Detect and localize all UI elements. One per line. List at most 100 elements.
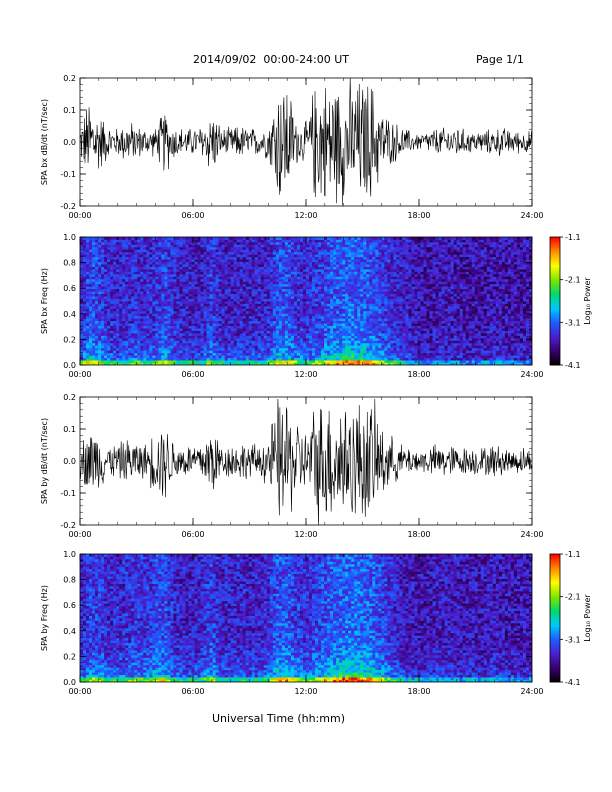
spectrogram-cell (239, 357, 244, 361)
spectrogram-cell (278, 269, 283, 272)
spectrogram-cell (245, 239, 250, 243)
spectrogram-cell (272, 357, 277, 361)
spectrogram-cell (83, 298, 87, 302)
spectrogram-cell (257, 310, 262, 314)
spectrogram-cell (318, 288, 322, 292)
spectrogram-cell (164, 286, 168, 290)
spectrogram-cell (218, 269, 223, 272)
spectrogram-cell (321, 328, 325, 331)
spectrogram-cell (137, 313, 141, 317)
spectrogram-cell (299, 350, 304, 354)
spectrogram-cell (146, 237, 150, 240)
spectrogram-cell (185, 333, 189, 336)
spectrogram-cell (206, 310, 210, 314)
spectrogram-cell (191, 350, 195, 354)
spectrogram-cell (119, 345, 123, 349)
spectrogram-cell (333, 249, 337, 253)
spectrogram-cell (80, 251, 84, 255)
spectrogram-cell (191, 259, 195, 263)
spectrogram-cell (125, 296, 129, 299)
spectrogram-cell (215, 291, 220, 295)
spectrogram-cell (80, 360, 84, 363)
spectrogram-cell (315, 328, 319, 331)
spectrogram-cell (176, 264, 180, 267)
spectrogram-cell (351, 286, 355, 290)
spectrogram-cell (269, 325, 274, 329)
spectrogram-cell (125, 256, 129, 260)
spectrogram-cell (275, 241, 280, 245)
spectrogram-cell (158, 244, 162, 248)
spectrogram-cell (260, 323, 265, 327)
spectrogram-cell (116, 352, 120, 356)
spectrogram-cell (233, 328, 238, 331)
spectrogram-cell (83, 273, 87, 277)
spectrogram-cell (302, 251, 307, 255)
spectrogram-cell (128, 333, 132, 336)
spectrogram-cell (143, 273, 147, 277)
spectrogram-cell (315, 313, 319, 317)
spectrogram-cell (101, 276, 105, 280)
spectrogram-cell (173, 330, 177, 334)
spectrogram-cell (146, 357, 150, 361)
spectrogram-cell (155, 333, 159, 336)
spectrogram-cell (215, 246, 220, 250)
panel-1: -0.2-0.10.00.10.200:00 06:00 12:00 18:00 24:… (40, 74, 544, 220)
spectrogram-cell (342, 256, 346, 260)
spectrogram-cell (263, 328, 268, 331)
spectrogram-cell (194, 305, 198, 309)
spectrogram-cell (125, 315, 129, 319)
spectrogram-cell (275, 303, 280, 307)
spectrogram-cell (269, 281, 274, 285)
spectrogram-cell (321, 301, 325, 304)
spectrogram-cell (146, 271, 150, 275)
spectrogram-cell (318, 350, 322, 354)
spectrogram-cell (206, 266, 210, 270)
spectrogram-cell (233, 271, 238, 275)
spectrogram-cell (287, 293, 292, 297)
spectrogram-cell (242, 283, 247, 287)
spectrogram-cell (290, 342, 295, 346)
spectrogram-cell (348, 296, 352, 299)
spectrogram-cell (110, 345, 114, 349)
spectrogram-cell (194, 261, 198, 265)
spectrogram-cell (194, 288, 198, 292)
spectrogram-cell (251, 362, 256, 365)
spectrogram-cell (122, 330, 126, 334)
spectrogram-cell (104, 357, 108, 361)
spectrogram-cell (155, 296, 159, 299)
spectrogram-cell (275, 328, 280, 331)
spectrogram-cell (345, 347, 349, 351)
spectrogram-cell (312, 303, 316, 307)
spectrogram-cell (348, 345, 352, 349)
spectrogram-cell (83, 305, 87, 309)
spectrogram-cell (158, 315, 162, 319)
spectrogram-cell (113, 301, 117, 304)
spectrogram-cell (354, 308, 358, 312)
spectrogram-cell (336, 350, 340, 354)
spectrogram-cell (275, 310, 280, 314)
spectrogram-cell (203, 345, 207, 349)
spectrogram-cell (167, 310, 171, 314)
spectrogram-cell (131, 239, 135, 243)
spectrogram-cell (227, 291, 232, 295)
spectrogram-cell (357, 362, 361, 365)
spectrogram-cell (95, 318, 99, 322)
spectrogram-cell (348, 283, 352, 287)
spectrogram-cell (257, 355, 262, 359)
spectrogram-cell (176, 345, 180, 349)
spectrogram-cell (212, 264, 216, 267)
spectrogram-cell (233, 266, 238, 270)
spectrogram-cell (164, 340, 168, 344)
spectrogram-cell (306, 313, 310, 317)
spectrogram-cell (209, 237, 213, 240)
spectrogram-cell (197, 273, 201, 277)
spectrogram-cell (113, 318, 117, 322)
spectrogram-cell (179, 281, 183, 285)
spectrogram-cell (266, 360, 271, 363)
spectrogram-cell (221, 313, 226, 317)
spectrogram-cell (260, 293, 265, 297)
spectrogram-cell (143, 251, 147, 255)
spectrogram-cell (321, 345, 325, 349)
spectrogram-cell (101, 310, 105, 314)
